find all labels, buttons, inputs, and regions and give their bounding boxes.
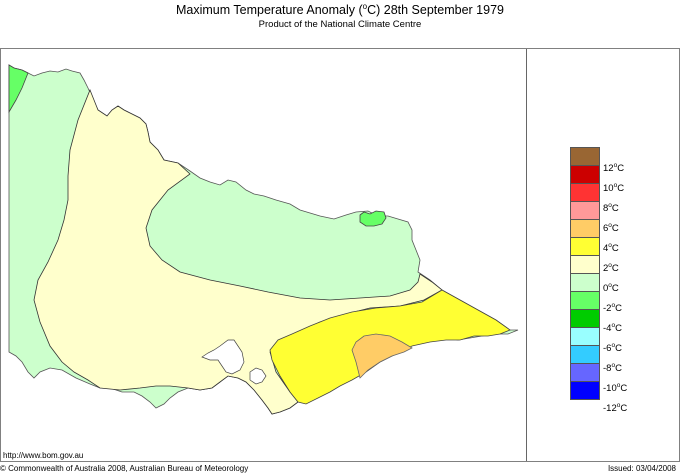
legend-swatch (570, 345, 600, 364)
degree-sup: o (362, 2, 368, 11)
region-minus4-to-minus2-west (8, 64, 29, 114)
legend-divider (526, 49, 527, 461)
legend-label: -2oC (603, 302, 622, 314)
legend-swatch (570, 183, 600, 202)
legend-label: 2oC (603, 262, 619, 274)
legend-swatch (570, 255, 600, 274)
legend-label: 6oC (603, 222, 619, 234)
legend-swatch (570, 291, 600, 310)
legend-label: 12oC (603, 162, 625, 174)
map-subtitle: Product of the National Climate Centre (258, 19, 422, 30)
legend-colorbar (570, 147, 600, 400)
legend-label: -8oC (603, 362, 622, 374)
title-text: Maximum Temperature Anomaly ( (176, 3, 363, 17)
legend-swatch (570, 273, 600, 292)
legend-swatch (570, 309, 600, 328)
legend-label: 10oC (603, 182, 625, 194)
bom-url-link[interactable]: http://www.bom.gov.au (3, 451, 84, 460)
region-minus4-to-minus2-northeast (359, 210, 387, 227)
copyright-text: © Commonwealth of Australia 2008, Austra… (0, 464, 249, 473)
legend-label: -10oC (603, 382, 628, 394)
legend-label: -6oC (603, 342, 622, 354)
legend-label: -12oC (603, 402, 628, 414)
title-date: C) 28th September 1979 (367, 3, 504, 17)
victoria-anomaly-map (8, 64, 519, 415)
issued-date: Issued: 03/04/2008 (607, 464, 676, 473)
legend-swatch (570, 201, 600, 220)
legend-swatch (570, 147, 600, 166)
legend-swatch (570, 327, 600, 346)
legend-swatch (570, 237, 600, 256)
legend-swatch (570, 363, 600, 382)
map-title: Maximum Temperature Anomaly (oC) 28th Se… (0, 2, 680, 17)
legend-label: -4oC (603, 322, 622, 334)
region-4-to-6 (351, 333, 413, 379)
legend-swatch (570, 219, 600, 238)
legend-label: 8oC (603, 202, 619, 214)
legend-swatch (570, 165, 600, 184)
western-port (249, 367, 267, 385)
port-phillip-bay (201, 339, 245, 375)
legend-label: 0oC (603, 282, 619, 294)
legend-swatch (570, 381, 600, 400)
legend-label: 4oC (603, 242, 619, 254)
